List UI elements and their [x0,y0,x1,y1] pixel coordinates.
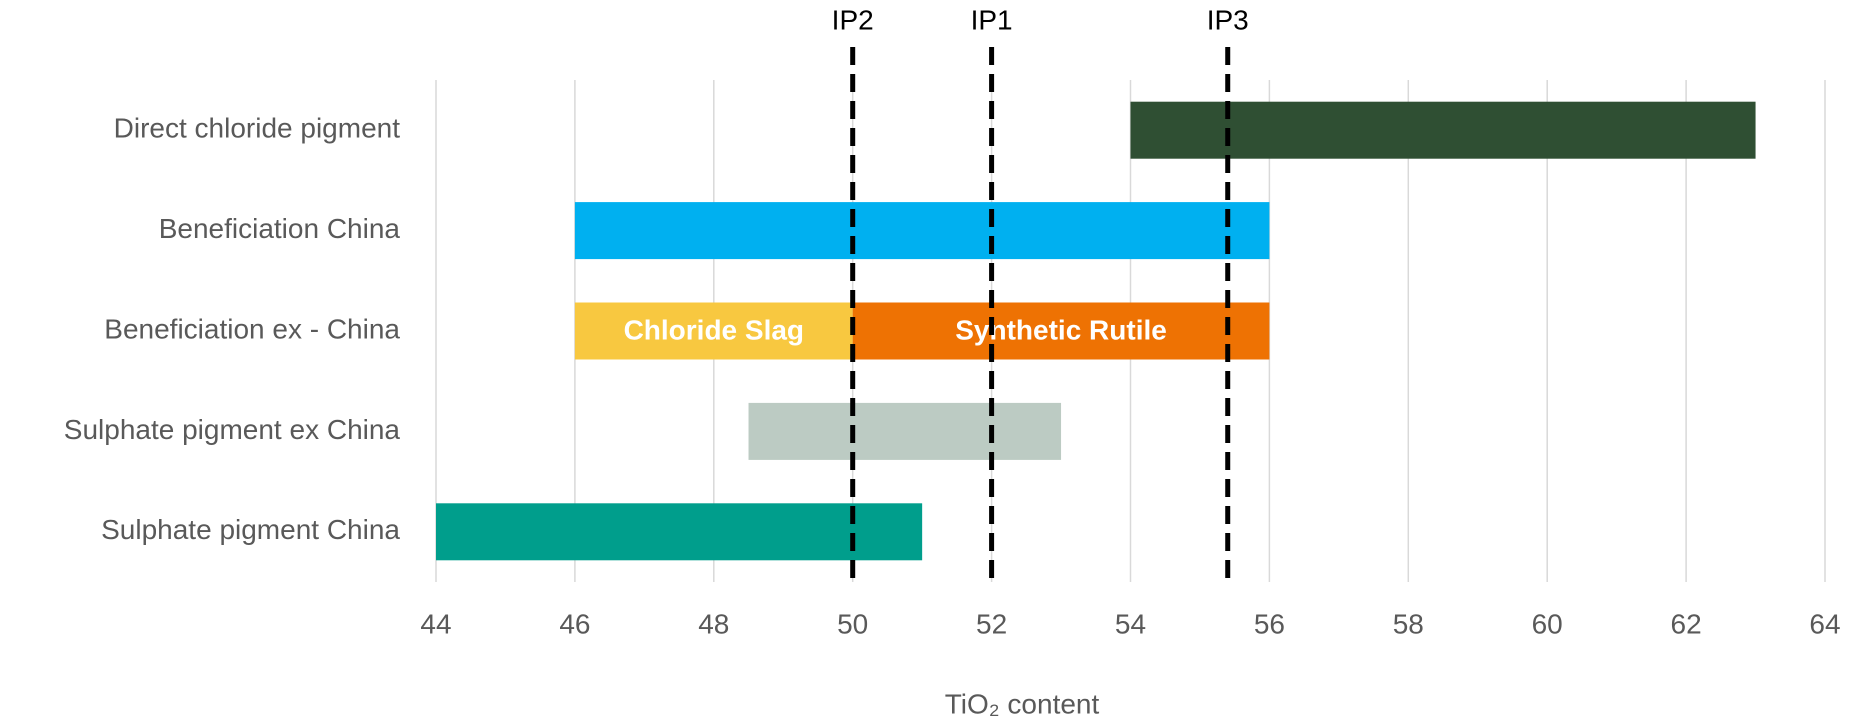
x-tick-label: 46 [559,608,590,639]
y-tick-label: Direct chloride pigment [114,113,401,144]
range-bar [852,302,1270,360]
range-bar [1130,101,1756,159]
bar-label: Chloride Slag [624,314,804,345]
range-bar [436,503,923,561]
x-tick-label: 56 [1254,608,1285,639]
range-bar [574,302,853,360]
x-tick-label: 64 [1809,608,1840,639]
x-tick-label: 62 [1671,608,1702,639]
range-bar [748,402,1062,460]
y-tick-label: Sulphate pigment China [101,514,400,545]
bar-label: Synthetic Rutile [955,314,1167,345]
x-tick-label: 58 [1393,608,1424,639]
x-tick-label: 54 [1115,608,1146,639]
x-tick-label: 50 [837,608,868,639]
reference-label: IP1 [971,4,1013,35]
x-tick-label: 48 [698,608,729,639]
x-axis-label: TiO₂ content [945,688,1100,719]
y-tick-label: Sulphate pigment ex China [64,414,401,445]
reference-label: IP3 [1207,4,1249,35]
x-tick-label: 52 [976,608,1007,639]
y-tick-label: Beneficiation ex - China [104,313,400,344]
x-tick-label: 60 [1532,608,1563,639]
y-tick-label: Beneficiation China [159,213,401,244]
reference-label: IP2 [832,4,874,35]
x-tick-label: 44 [420,608,451,639]
range-bar [574,202,1270,260]
